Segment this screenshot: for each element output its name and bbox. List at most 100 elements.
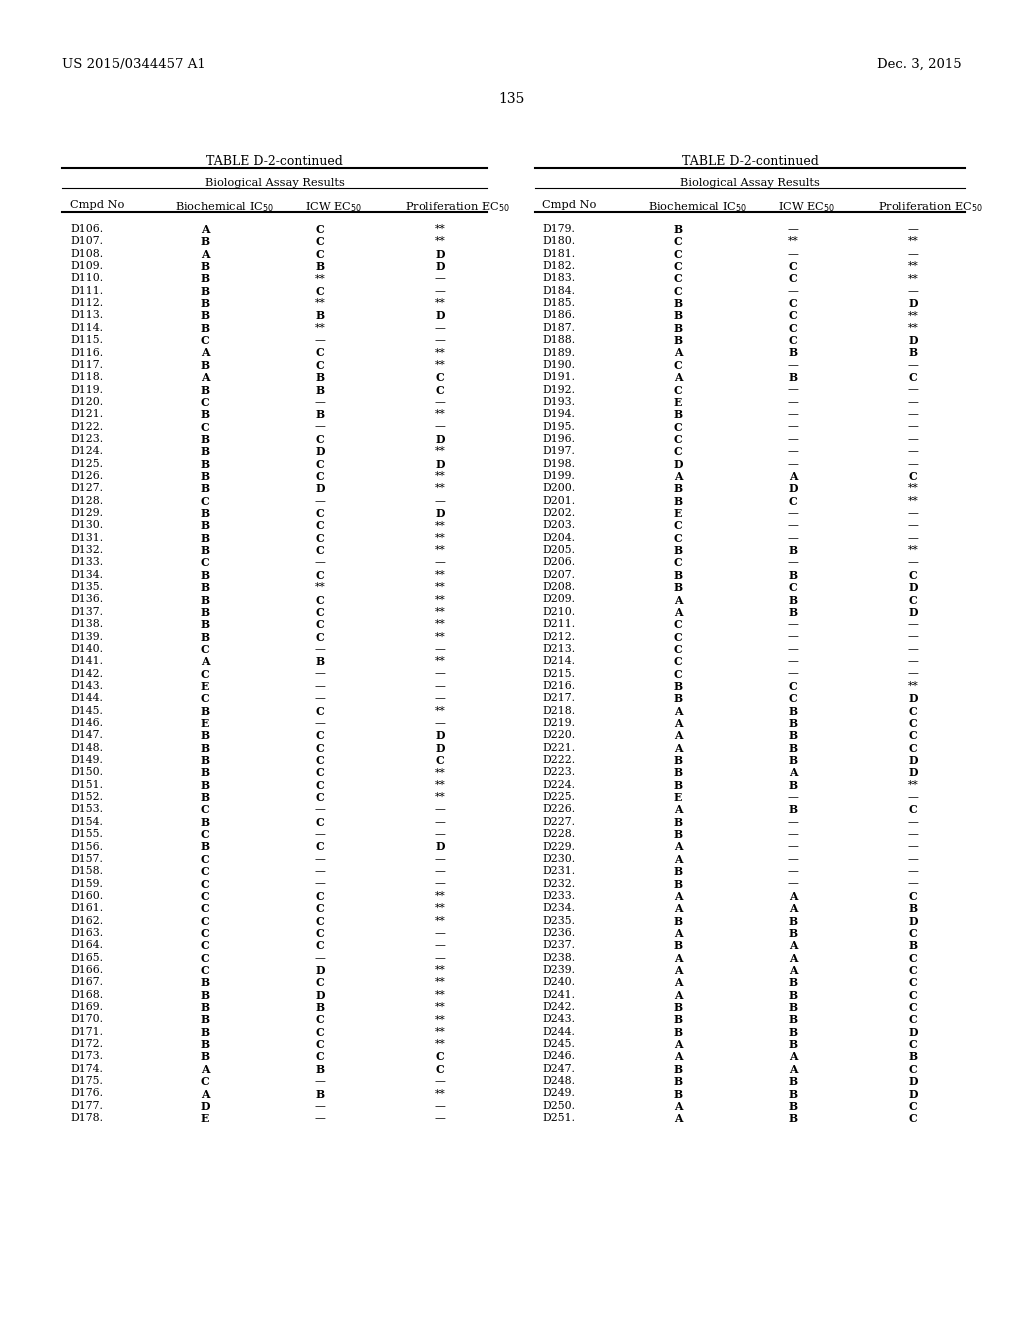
Text: B: B [201,706,210,717]
Text: —: — [314,854,326,863]
Text: **: ** [434,706,445,715]
Text: —: — [907,619,919,630]
Text: B: B [201,409,210,420]
Text: D235.: D235. [542,916,575,925]
Text: —: — [314,397,326,407]
Text: —: — [787,384,799,395]
Text: —: — [434,285,445,296]
Text: B: B [674,483,683,495]
Text: —: — [787,224,799,234]
Text: D222.: D222. [542,755,575,766]
Text: D113.: D113. [70,310,103,321]
Text: D194.: D194. [542,409,574,420]
Text: C: C [201,854,209,865]
Text: B: B [315,372,325,383]
Text: —: — [787,644,799,653]
Text: Biochemical IC$_{50}$: Biochemical IC$_{50}$ [175,201,274,214]
Text: C: C [315,248,325,260]
Text: C: C [201,891,209,902]
Text: D230.: D230. [542,854,575,863]
Text: C: C [908,1014,918,1026]
Text: D203.: D203. [542,520,575,531]
Text: B: B [674,310,683,322]
Text: D240.: D240. [542,977,575,987]
Text: D140.: D140. [70,644,103,653]
Text: D: D [435,842,444,853]
Text: —: — [434,397,445,407]
Text: —: — [434,644,445,653]
Text: —: — [907,446,919,457]
Text: D159.: D159. [70,879,102,888]
Text: C: C [315,891,325,902]
Text: —: — [434,557,445,568]
Text: C: C [315,928,325,939]
Text: D148.: D148. [70,743,103,752]
Text: C: C [315,706,325,717]
Text: **: ** [907,323,919,333]
Text: D249.: D249. [542,1089,574,1098]
Text: D106.: D106. [70,224,103,234]
Text: C: C [315,236,325,247]
Text: D229.: D229. [542,842,575,851]
Text: C: C [908,730,918,742]
Text: **: ** [434,409,445,420]
Text: —: — [787,434,799,444]
Text: B: B [674,582,683,593]
Text: Biochemical IC$_{50}$: Biochemical IC$_{50}$ [648,201,746,214]
Text: B: B [674,767,683,779]
Text: D231.: D231. [542,866,575,876]
Text: —: — [787,421,799,432]
Text: C: C [908,471,918,482]
Text: C: C [315,471,325,482]
Text: C: C [674,273,682,284]
Text: D171.: D171. [70,1027,103,1036]
Text: **: ** [907,681,919,690]
Text: **: ** [434,298,445,308]
Text: B: B [674,224,683,235]
Text: D132.: D132. [70,545,103,556]
Text: B: B [201,755,210,766]
Text: B: B [201,570,210,581]
Text: D: D [315,483,325,495]
Text: B: B [315,384,325,396]
Text: C: C [788,273,798,284]
Text: **: ** [907,261,919,271]
Text: D: D [908,335,918,346]
Text: D200.: D200. [542,483,575,494]
Text: C: C [788,582,798,593]
Text: E: E [201,718,209,729]
Text: C: C [315,1014,325,1026]
Text: D187.: D187. [542,323,575,333]
Text: D184.: D184. [542,285,575,296]
Text: D118.: D118. [70,372,103,383]
Text: A: A [201,1089,209,1100]
Text: B: B [674,335,683,346]
Text: Biological Assay Results: Biological Assay Results [205,178,344,187]
Text: TABLE D-2-continued: TABLE D-2-continued [206,154,343,168]
Text: D: D [435,743,444,754]
Text: D225.: D225. [542,792,575,803]
Text: —: — [907,631,919,642]
Text: B: B [201,767,210,779]
Text: A: A [674,842,682,853]
Text: D142.: D142. [70,669,103,678]
Text: D246.: D246. [542,1052,575,1061]
Text: D162.: D162. [70,916,103,925]
Text: C: C [788,335,798,346]
Text: D213.: D213. [542,644,575,653]
Text: **: ** [434,965,445,975]
Text: C: C [908,1002,918,1012]
Text: C: C [674,656,682,667]
Text: —: — [787,557,799,568]
Text: A: A [674,471,682,482]
Text: —: — [434,854,445,863]
Text: —: — [434,804,445,814]
Text: A: A [674,953,682,964]
Text: D: D [908,1089,918,1100]
Text: B: B [674,916,683,927]
Text: B: B [788,1089,798,1100]
Text: —: — [434,829,445,840]
Text: C: C [315,730,325,742]
Text: **: ** [434,1002,445,1012]
Text: D147.: D147. [70,730,102,741]
